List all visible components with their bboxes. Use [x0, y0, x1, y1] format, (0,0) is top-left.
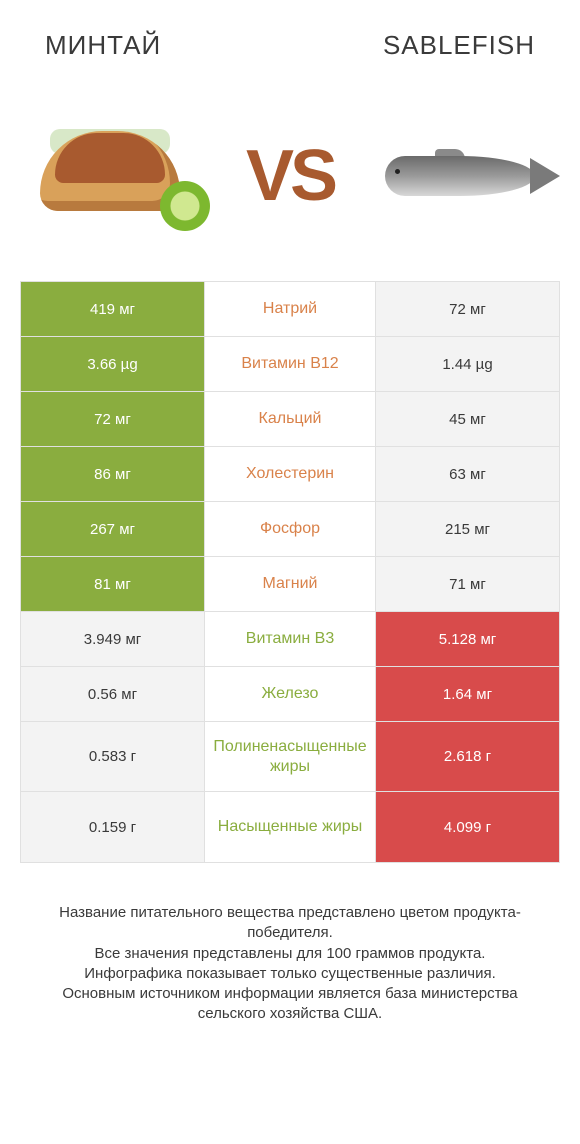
nutrient-name-cell: Насыщенные жиры [205, 792, 375, 862]
left-product-title: МИНТАЙ [45, 30, 161, 61]
table-row: 419 мгНатрий72 мг [21, 282, 559, 337]
right-value-cell: 72 мг [375, 282, 559, 336]
table-row: 0.583 гПолиненасыщенные жиры2.618 г [21, 722, 559, 792]
left-value-cell: 86 мг [21, 447, 205, 501]
footer-notes: Название питательного вещества представл… [20, 863, 560, 1025]
footer-line: Название питательного вещества представл… [30, 903, 550, 944]
nutrition-table: 419 мгНатрий72 мг3.66 µgВитамин B121.44 … [20, 281, 560, 863]
vs-label: VS [246, 135, 334, 217]
right-product-image [365, 151, 555, 201]
table-row: 72 мгКальций45 мг [21, 392, 559, 447]
left-value-cell: 0.159 г [21, 792, 205, 862]
nutrient-name-cell: Полиненасыщенные жиры [205, 722, 375, 791]
left-value-cell: 3.949 мг [21, 612, 205, 666]
nutrient-name-cell: Холестерин [205, 447, 375, 501]
nutrient-name-cell: Магний [205, 557, 375, 611]
right-value-cell: 45 мг [375, 392, 559, 446]
nutrient-name-cell: Витамин B3 [205, 612, 375, 666]
left-value-cell: 72 мг [21, 392, 205, 446]
nutrient-name-cell: Витамин B12 [205, 337, 375, 391]
right-value-cell: 5.128 мг [375, 612, 559, 666]
table-row: 86 мгХолестерин63 мг [21, 447, 559, 502]
right-value-cell: 1.44 µg [375, 337, 559, 391]
right-value-cell: 215 мг [375, 502, 559, 556]
nutrient-name-cell: Кальций [205, 392, 375, 446]
left-value-cell: 3.66 µg [21, 337, 205, 391]
nutrient-name-cell: Фосфор [205, 502, 375, 556]
right-value-cell: 4.099 г [375, 792, 559, 862]
table-row: 3.949 мгВитамин B35.128 мг [21, 612, 559, 667]
right-value-cell: 71 мг [375, 557, 559, 611]
right-product-title: SABLEFISH [383, 30, 535, 61]
table-row: 267 мгФосфор215 мг [21, 502, 559, 557]
nutrient-name-cell: Натрий [205, 282, 375, 336]
table-row: 0.56 мгЖелезо1.64 мг [21, 667, 559, 722]
nutrient-name-cell: Железо [205, 667, 375, 721]
right-value-cell: 63 мг [375, 447, 559, 501]
footer-line: Основным источником информации является … [30, 984, 550, 1025]
table-row: 3.66 µgВитамин B121.44 µg [21, 337, 559, 392]
left-value-cell: 0.583 г [21, 722, 205, 791]
footer-line: Инфографика показывает только существенн… [30, 964, 550, 984]
footer-line: Все значения представлены для 100 граммо… [30, 944, 550, 964]
hero-comparison: VS [20, 81, 560, 281]
table-row: 0.159 гНасыщенные жиры4.099 г [21, 792, 559, 862]
header: МИНТАЙ SABLEFISH [20, 20, 560, 81]
right-value-cell: 1.64 мг [375, 667, 559, 721]
left-value-cell: 419 мг [21, 282, 205, 336]
left-product-image [30, 121, 210, 231]
table-row: 81 мгМагний71 мг [21, 557, 559, 612]
left-value-cell: 81 мг [21, 557, 205, 611]
left-value-cell: 267 мг [21, 502, 205, 556]
right-value-cell: 2.618 г [375, 722, 559, 791]
left-value-cell: 0.56 мг [21, 667, 205, 721]
